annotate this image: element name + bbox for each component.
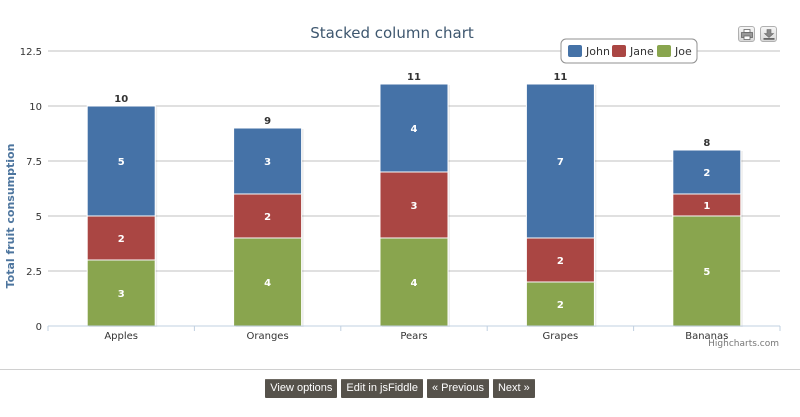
bar-segment-joe[interactable]: [86, 259, 156, 327]
legend-swatch: [568, 45, 582, 57]
footer-divider: [0, 369, 800, 370]
view-options-button[interactable]: View options: [265, 379, 338, 398]
bar-segment-jane[interactable]: [233, 193, 303, 239]
y-axis-title: Total fruit consumption: [4, 144, 17, 289]
stacked-column-chart: Stacked column chart 0 2.5 5 7.5 10 12.5 Tota…: [4, 24, 781, 349]
legend-label: Jane: [629, 45, 654, 58]
segment-value-label: 1: [703, 201, 710, 212]
bar-segment-john[interactable]: [233, 127, 303, 195]
chart-title: Stacked column chart: [310, 24, 474, 42]
bar-segment-joe[interactable]: [525, 281, 595, 327]
stack-total-label: 9: [264, 116, 271, 127]
x-category-label: Oranges: [247, 331, 289, 342]
printer-icon: [741, 29, 753, 40]
next-button[interactable]: Next »: [492, 379, 535, 398]
segment-value-label: 2: [557, 300, 564, 311]
y-tick-label: 5: [36, 212, 42, 223]
segment-value-label: 2: [118, 234, 125, 245]
bar-segment-john[interactable]: [379, 83, 449, 173]
legend-label: John: [585, 45, 610, 58]
stack-total-label: 10: [114, 94, 128, 105]
segment-value-label: 2: [703, 168, 710, 179]
y-axis-ticks: 0 2.5 5 7.5 10 12.5: [20, 47, 42, 333]
stack-total-label: 11: [553, 72, 567, 83]
bar-segment-john[interactable]: [672, 149, 742, 195]
segment-value-label: 3: [411, 201, 418, 212]
stack-total-label: 8: [703, 138, 710, 149]
legend: John Jane Joe: [560, 38, 698, 64]
segment-value-label: 2: [264, 212, 271, 223]
segment-value-label: 3: [264, 157, 271, 168]
x-category-label: Apples: [104, 331, 138, 342]
legend-label: Joe: [674, 45, 692, 58]
x-category-label: Pears: [400, 331, 427, 342]
segment-value-label: 4: [264, 278, 271, 289]
credits-link[interactable]: Highcharts.com: [708, 339, 779, 349]
segment-value-label: 3: [118, 289, 125, 300]
x-category-label: Grapes: [543, 331, 579, 342]
legend-item-joe[interactable]: Joe: [657, 45, 692, 58]
stack-total-label: 11: [407, 72, 421, 83]
x-axis-categories: Apples Oranges Pears Grapes Bananas: [47, 326, 781, 342]
download-icon: [763, 29, 775, 40]
segment-value-label: 7: [557, 157, 564, 168]
segment-value-label: 4: [411, 124, 418, 135]
y-tick-label: 2.5: [26, 267, 42, 278]
bars: 3 2 5 10 4 2 3 9 4 3 4 11 2 2 7 11 5 1 2 8: [86, 72, 743, 327]
y-tick-label: 10: [29, 102, 42, 113]
bar-segment-john[interactable]: [525, 83, 595, 239]
print-button[interactable]: [738, 26, 755, 42]
export-button[interactable]: [760, 26, 777, 42]
segment-value-label: 5: [118, 157, 125, 168]
y-tick-label: 0: [36, 322, 42, 333]
edit-in-jsfiddle-button[interactable]: Edit in jsFiddle: [341, 379, 423, 398]
bar-segment-joe[interactable]: [379, 237, 449, 327]
bar-segment-joe[interactable]: [233, 237, 303, 327]
example-nav: View options Edit in jsFiddle « Previous…: [0, 379, 800, 398]
segment-value-label: 5: [703, 267, 710, 278]
legend-swatch: [612, 45, 626, 57]
bar-segment-joe[interactable]: [672, 215, 742, 327]
bar-segment-jane[interactable]: [525, 237, 595, 283]
segment-value-label: 2: [557, 256, 564, 267]
previous-button[interactable]: « Previous: [426, 379, 489, 398]
legend-swatch: [657, 45, 671, 57]
legend-item-jane[interactable]: Jane: [612, 45, 654, 58]
legend-item-john[interactable]: John: [568, 45, 610, 58]
bar-segment-john[interactable]: [86, 105, 156, 217]
y-tick-label: 7.5: [26, 157, 42, 168]
y-tick-label: 12.5: [20, 47, 42, 58]
x-category-label: Bananas: [685, 331, 728, 342]
segment-value-label: 4: [411, 278, 418, 289]
